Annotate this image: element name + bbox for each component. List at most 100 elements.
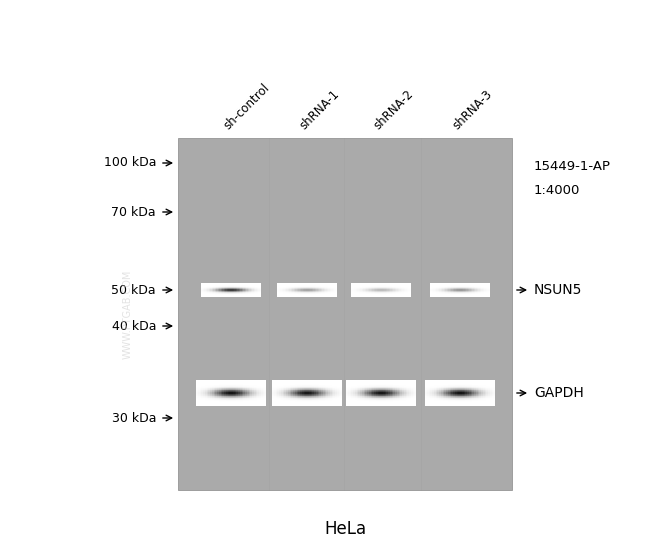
Bar <box>462 398 463 399</box>
Bar <box>404 386 405 387</box>
Bar <box>484 393 486 394</box>
Bar <box>291 404 293 405</box>
Bar <box>326 389 328 390</box>
Bar <box>275 402 277 403</box>
Bar <box>369 398 370 399</box>
Bar <box>296 382 298 383</box>
Bar <box>264 402 266 403</box>
Bar <box>295 405 296 406</box>
Bar <box>224 397 226 398</box>
Bar <box>307 382 309 383</box>
Bar <box>312 390 314 391</box>
Bar <box>326 382 328 383</box>
Bar <box>304 386 305 387</box>
Bar <box>473 395 474 396</box>
Bar <box>236 398 238 399</box>
Bar <box>280 396 282 397</box>
Bar <box>388 395 390 396</box>
Bar <box>253 405 255 406</box>
Bar <box>376 396 378 397</box>
Bar <box>245 403 247 404</box>
Bar <box>434 404 436 405</box>
Bar <box>388 396 390 397</box>
Bar <box>383 394 385 395</box>
Bar <box>395 398 397 399</box>
Bar <box>326 394 328 395</box>
Bar <box>257 381 259 382</box>
Bar <box>488 397 490 398</box>
Bar <box>341 388 342 389</box>
Bar <box>441 381 442 382</box>
Bar <box>203 397 205 398</box>
Bar <box>350 381 351 382</box>
Bar <box>307 401 309 402</box>
Bar <box>331 391 333 393</box>
Bar <box>356 384 358 385</box>
Bar <box>399 394 400 395</box>
Bar <box>293 396 295 397</box>
Bar <box>405 393 407 394</box>
Bar <box>201 380 203 381</box>
Bar <box>330 391 331 393</box>
Bar <box>261 385 263 386</box>
Bar <box>245 391 247 393</box>
Bar <box>437 381 439 382</box>
Bar <box>407 404 409 405</box>
Bar <box>307 385 309 386</box>
Bar <box>484 404 486 405</box>
Bar <box>282 400 284 401</box>
Bar <box>436 396 437 397</box>
Bar <box>238 391 240 393</box>
Bar <box>376 386 378 387</box>
Bar <box>213 385 215 386</box>
Bar <box>365 395 367 396</box>
Bar <box>442 388 444 389</box>
Bar <box>369 400 370 401</box>
Bar <box>397 404 399 405</box>
Bar <box>351 384 353 385</box>
Bar <box>350 394 351 395</box>
Bar <box>282 384 284 385</box>
Bar <box>323 405 325 406</box>
Bar <box>209 403 210 404</box>
Bar <box>376 394 378 395</box>
Bar <box>482 387 484 388</box>
Bar <box>209 400 210 401</box>
Bar <box>412 397 414 398</box>
Bar <box>386 403 388 404</box>
Bar <box>212 393 213 394</box>
Bar <box>331 383 333 384</box>
Bar <box>369 403 370 404</box>
Bar <box>376 401 378 402</box>
Bar <box>290 389 291 390</box>
Bar <box>247 383 249 384</box>
Bar <box>386 389 388 390</box>
Bar <box>310 398 312 399</box>
Bar <box>381 382 383 383</box>
Bar <box>291 388 293 389</box>
Bar <box>245 404 247 405</box>
Bar <box>330 405 331 406</box>
Bar <box>201 402 203 403</box>
Bar <box>370 396 372 397</box>
Bar <box>474 385 476 386</box>
Bar <box>247 402 249 403</box>
Bar <box>328 386 330 387</box>
Bar <box>467 386 469 387</box>
Bar <box>399 391 400 393</box>
Bar <box>395 391 397 393</box>
Bar <box>471 389 473 390</box>
Bar <box>249 396 250 397</box>
Bar <box>215 385 217 386</box>
Bar <box>391 382 393 383</box>
Bar <box>447 384 449 385</box>
Bar <box>369 386 370 387</box>
Bar <box>462 395 463 396</box>
Bar <box>331 397 333 398</box>
Bar <box>314 399 315 400</box>
Bar <box>249 399 250 400</box>
Bar <box>390 387 391 388</box>
Bar <box>372 382 374 383</box>
Bar <box>229 405 231 406</box>
Bar <box>247 380 249 381</box>
